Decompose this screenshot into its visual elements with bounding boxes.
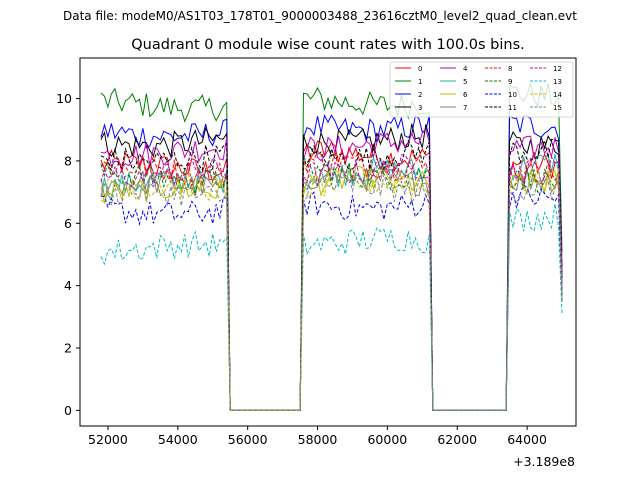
suptitle: Data file: modeM0/AS1T03_178T01_90000034… [63, 9, 577, 23]
x-tick-label: 54000 [158, 432, 198, 447]
series-line-1 [100, 83, 563, 411]
legend-label-5: 5 [463, 78, 467, 86]
y-tick-label: 8 [64, 153, 72, 168]
y-tick-label: 0 [64, 403, 72, 418]
legend-label-12: 12 [553, 65, 562, 73]
legend-label-3: 3 [418, 104, 422, 112]
series-line-14 [100, 167, 563, 411]
x-tick-label: 52000 [88, 432, 128, 447]
series-line-12 [100, 154, 563, 411]
series-line-15 [100, 173, 563, 411]
legend-label-14: 14 [553, 91, 562, 99]
legend-label-6: 6 [463, 91, 468, 99]
legend-label-0: 0 [418, 65, 422, 73]
series-line-11 [100, 138, 563, 411]
x-offset-label: +3.189e8 [513, 454, 575, 469]
legend-label-7: 7 [463, 104, 467, 112]
legend-label-9: 9 [508, 78, 512, 86]
series-line-10 [100, 184, 563, 411]
series-layer [100, 83, 563, 411]
x-tick-label: 60000 [367, 432, 407, 447]
legend-label-2: 2 [418, 91, 422, 99]
x-axis: 52000 54000 56000 58000 60000 62000 64000 [88, 426, 547, 447]
series-line-13 [100, 203, 563, 411]
y-axis: 0 2 4 6 8 10 [56, 91, 80, 418]
y-tick-label: 4 [64, 278, 72, 293]
chart-title: Quadrant 0 module wise count rates with … [131, 37, 525, 53]
x-tick-label: 64000 [507, 432, 547, 447]
series-line-9 [100, 156, 563, 411]
y-tick-label: 6 [64, 216, 72, 231]
legend-box [389, 61, 574, 118]
series-line-7 [100, 162, 563, 411]
legend-label-4: 4 [463, 65, 468, 73]
legend-label-1: 1 [418, 78, 422, 86]
y-tick-label: 2 [64, 341, 72, 356]
legend-label-8: 8 [508, 65, 512, 73]
legend-label-10: 10 [508, 91, 517, 99]
x-tick-label: 58000 [298, 432, 338, 447]
legend-label-13: 13 [553, 78, 562, 86]
legend-label-15: 15 [553, 104, 562, 112]
series-line-6 [100, 165, 563, 411]
y-tick-label: 10 [56, 91, 72, 106]
x-tick-label: 62000 [437, 432, 477, 447]
legend-label-11: 11 [508, 104, 517, 112]
axes-frame [79, 57, 577, 427]
series-line-5 [100, 152, 563, 411]
plot-area: 52000 54000 56000 58000 60000 62000 64000 0 2 4 6… [56, 57, 577, 469]
x-tick-label: 56000 [228, 432, 268, 447]
